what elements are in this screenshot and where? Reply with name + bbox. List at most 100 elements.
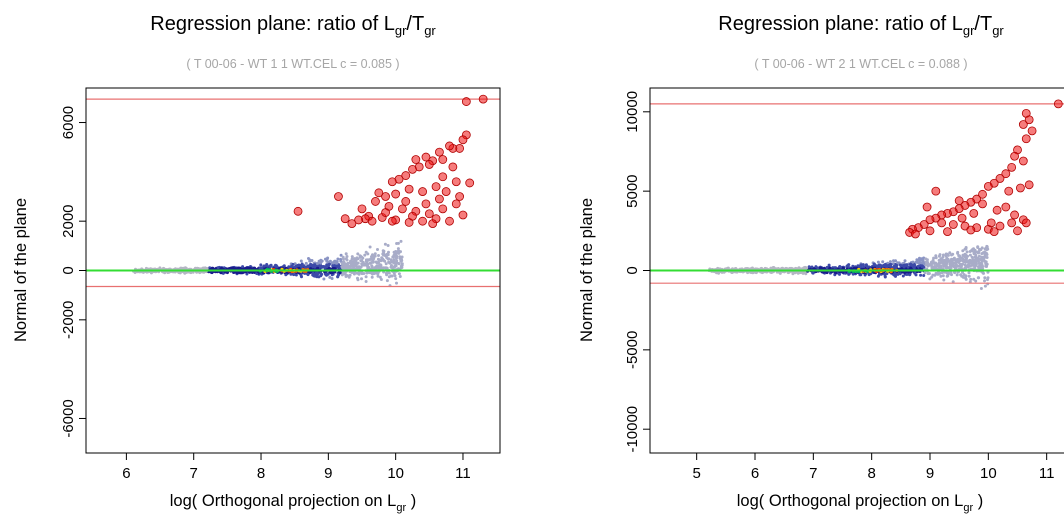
cloud-point [875, 265, 879, 269]
cloud-point [354, 264, 358, 268]
outlier-point [421, 152, 431, 162]
cloud-point [979, 287, 983, 290]
cloud-point [916, 258, 920, 262]
cloud-point [970, 249, 974, 252]
outlier-point [1021, 134, 1031, 144]
cloud-point [943, 263, 947, 267]
cloud-point [881, 260, 885, 264]
cloud-point [306, 273, 310, 277]
y-tick-label: -2000 [60, 301, 77, 339]
outlier-points [905, 99, 1063, 239]
cloud-point [364, 275, 368, 279]
cloud-point [865, 265, 869, 269]
x-tick-label: 10 [387, 465, 404, 482]
outlier-point [408, 164, 417, 174]
cloud-point [985, 253, 989, 256]
outlier-point [340, 214, 350, 224]
chart-title: Regression plane: ratio of Lgr/Tgr [150, 13, 436, 38]
outlier-point [418, 216, 427, 226]
cloud-point [259, 263, 263, 267]
cloud-point [335, 264, 339, 268]
cloud-point [334, 261, 338, 265]
cloud-point [961, 249, 965, 253]
outlier-point [986, 218, 996, 228]
plot-region [86, 94, 500, 288]
outlier-point [367, 216, 377, 226]
outlier-point [995, 221, 1005, 231]
cloud-point [814, 265, 818, 269]
outlier-point [978, 189, 987, 199]
outlier-point [925, 215, 935, 225]
cloud-point [973, 267, 977, 270]
chart-subtitle: ( T 00-06 - WT 2 1 WT.CEL c = 0.088 ) [754, 57, 967, 71]
cloud-point [967, 271, 971, 275]
outlier-point [995, 174, 1005, 183]
cloud-point [908, 273, 912, 277]
cloud-point [841, 270, 845, 274]
cloud-point [903, 259, 907, 263]
cloud-point [804, 272, 808, 276]
cloud-point [384, 266, 388, 270]
x-axis: 6 7 8 9 10 11 [122, 453, 471, 482]
outlier-point [381, 192, 390, 201]
y-axis: 6000 2000 0 -2000 -6000 [60, 106, 86, 438]
cloud-point [822, 266, 826, 270]
outlier-point [435, 147, 444, 157]
cloud-point [828, 266, 832, 270]
y-tick-label: -10000 [624, 406, 641, 453]
cloud-point [984, 264, 988, 268]
outlier-point [1001, 169, 1011, 179]
outlier-point [1053, 99, 1063, 109]
cloud-point [920, 265, 924, 269]
cloud-point [763, 266, 767, 270]
cloud-point [350, 257, 354, 261]
y-tick-label: 10000 [624, 91, 641, 133]
cloud-point [861, 263, 865, 267]
cloud-point [313, 263, 317, 267]
cloud-point [338, 271, 342, 275]
cloud-point [304, 261, 308, 265]
cloud-point [274, 263, 277, 267]
outlier-point [438, 155, 448, 164]
outlier-point [911, 229, 920, 239]
cloud-point [967, 262, 971, 266]
cloud-point [972, 277, 976, 281]
outlier-point [1018, 120, 1028, 129]
cloud-point [969, 277, 973, 281]
cloud-point [943, 270, 947, 274]
outlier-point [411, 155, 421, 164]
outlier-point [435, 194, 444, 204]
cloud-point [916, 264, 920, 268]
cloud-point [957, 254, 961, 258]
cloud-point [913, 271, 917, 275]
x-axis-label: log( Orthogonal projection on Lgr ) [170, 492, 416, 514]
cloud-point [238, 266, 242, 270]
cloud-point [981, 271, 985, 275]
cloud-point [248, 266, 252, 270]
cloud-point [977, 260, 980, 263]
outlier-point [478, 94, 488, 104]
cloud-point [938, 267, 942, 271]
cloud-point [961, 262, 965, 266]
cloud-point [397, 272, 401, 276]
x-tick-label: 6 [751, 465, 759, 482]
cloud-point [950, 261, 953, 265]
cloud-point [974, 259, 978, 263]
cloud-point [355, 271, 359, 275]
outlier-point [966, 225, 976, 235]
cloud-point [366, 252, 370, 256]
outlier-point [1001, 202, 1011, 212]
outlier-points [293, 94, 488, 229]
cloud-point [964, 246, 968, 249]
outlier-point [387, 216, 397, 226]
cloud-point [899, 264, 903, 268]
cloud-point [922, 274, 926, 277]
cloud-point [311, 271, 315, 275]
cloud-point [330, 271, 334, 275]
cloud-point [841, 266, 845, 270]
cloud-point [935, 272, 939, 276]
chart-title: Regression plane: ratio of Lgr/Tgr [718, 13, 1004, 38]
cloud-point [953, 271, 957, 275]
cloud-point [878, 265, 882, 269]
outlier-point [354, 215, 364, 225]
